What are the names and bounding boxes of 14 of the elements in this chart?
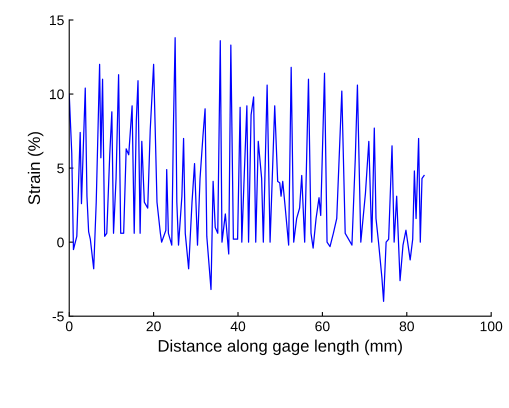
x-tick-label: 40 bbox=[230, 321, 246, 332]
line-series bbox=[69, 37, 425, 302]
y-axis-title: Strain (%) bbox=[28, 132, 44, 204]
y-tick-label: 0 bbox=[57, 237, 64, 248]
y-tick-label: 15 bbox=[50, 15, 64, 26]
x-tick-label: 20 bbox=[146, 321, 161, 332]
x-tick-label: 0 bbox=[66, 321, 73, 332]
y-tick-label: -5 bbox=[52, 312, 64, 322]
x-tick-label: 100 bbox=[480, 321, 502, 332]
x-axis-title: Distance along gage length (mm) bbox=[158, 340, 402, 356]
y-tick-label: 10 bbox=[50, 89, 64, 100]
x-tick-label: 60 bbox=[315, 321, 330, 332]
y-tick-label: 5 bbox=[57, 164, 64, 174]
x-tick-label: 80 bbox=[400, 321, 414, 332]
